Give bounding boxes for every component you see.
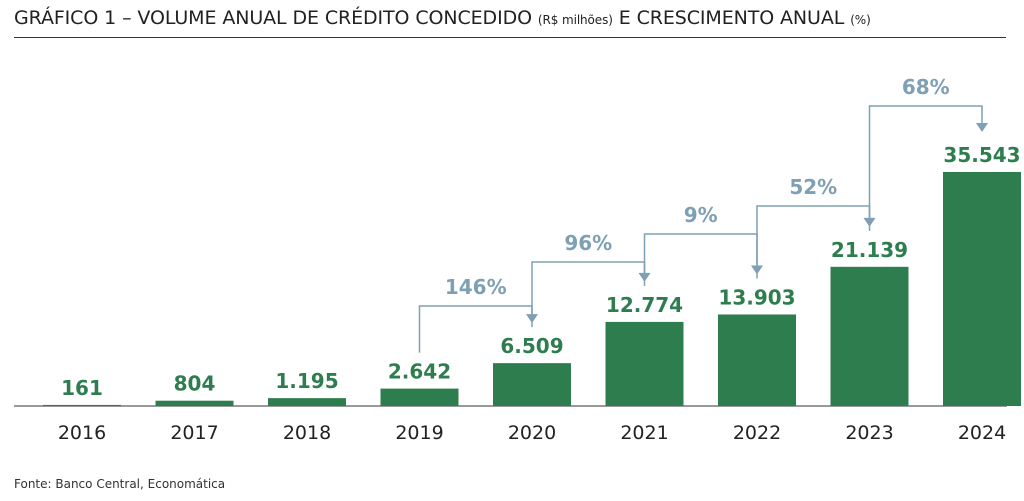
value-label-2019: 2.642 bbox=[388, 360, 451, 384]
title-middle: E CRESCIMENTO ANUAL bbox=[618, 7, 845, 29]
value-label-2021: 12.774 bbox=[606, 293, 683, 317]
growth-label-2023: 52% bbox=[789, 175, 837, 199]
x-tick-label-2022: 2022 bbox=[733, 422, 781, 444]
title-unit-growth: (%) bbox=[850, 13, 871, 27]
bar-2022 bbox=[718, 314, 796, 406]
bar-2016 bbox=[43, 404, 121, 406]
x-tick-label-2018: 2018 bbox=[283, 422, 331, 444]
source-note: Fonte: Banco Central, Economática bbox=[14, 477, 226, 491]
growth-connector-2022 bbox=[643, 233, 758, 286]
bar-2017 bbox=[155, 400, 234, 406]
bar-chart: 161 2016 804 2017 1.195 2018 2.642 2019 6.509 202… bbox=[14, 75, 1021, 444]
title-unit-volume: (R$ milhões) bbox=[537, 13, 613, 27]
title-divider bbox=[14, 37, 1006, 38]
chart-title: GRÁFICO 1 – VOLUME ANUAL DE CRÉDITO CONC… bbox=[14, 7, 871, 29]
x-tick-label-2020: 2020 bbox=[508, 422, 556, 444]
growth-arrowhead-2024 bbox=[976, 123, 988, 132]
bar-2021 bbox=[605, 321, 684, 406]
x-tick-label-2019: 2019 bbox=[395, 422, 443, 444]
growth-connector-2024 bbox=[868, 105, 983, 231]
bar-2020 bbox=[493, 363, 571, 406]
value-label-2020: 6.509 bbox=[500, 334, 563, 358]
value-label-2018: 1.195 bbox=[275, 369, 338, 393]
x-tick-label-2017: 2017 bbox=[170, 422, 218, 444]
x-tick-label-2016: 2016 bbox=[58, 422, 106, 444]
growth-label-2022: 9% bbox=[684, 203, 718, 227]
value-label-2016: 161 bbox=[61, 376, 103, 400]
x-tick-label-2021: 2021 bbox=[620, 422, 668, 444]
bar-2023 bbox=[830, 266, 909, 406]
value-label-2022: 13.903 bbox=[718, 285, 795, 309]
value-label-2024: 35.543 bbox=[943, 143, 1020, 167]
x-tick-label-2024: 2024 bbox=[958, 422, 1006, 444]
growth-label-2024: 68% bbox=[902, 75, 950, 99]
bar-2019 bbox=[380, 388, 459, 406]
value-label-2017: 804 bbox=[174, 372, 216, 396]
title-main: GRÁFICO 1 – VOLUME ANUAL DE CRÉDITO CONC… bbox=[14, 7, 532, 29]
growth-label-2021: 96% bbox=[564, 231, 612, 255]
bar-2018 bbox=[268, 398, 346, 406]
x-tick-label-2023: 2023 bbox=[845, 422, 893, 444]
growth-label-2020: 146% bbox=[445, 275, 507, 299]
bar-2024 bbox=[943, 172, 1021, 406]
value-label-2023: 21.139 bbox=[831, 238, 908, 262]
